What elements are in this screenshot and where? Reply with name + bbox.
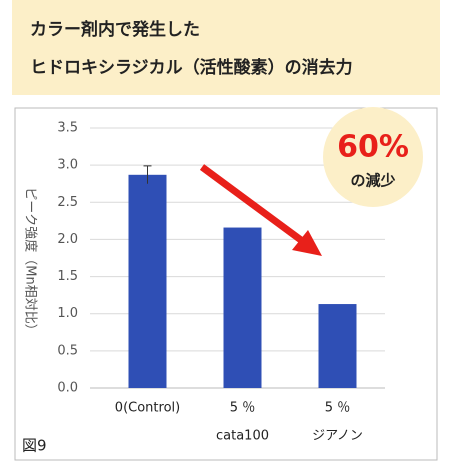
badge-subtext: の減少 xyxy=(350,172,395,190)
y-tick-label: 3.5 xyxy=(57,121,78,136)
bar xyxy=(128,174,167,388)
x-tick-label: ジアノン xyxy=(312,429,363,444)
y-tick-label: 2.0 xyxy=(57,232,78,247)
x-tick-label: 5 ％ xyxy=(325,401,350,416)
x-tick-label: 5 ％ xyxy=(230,401,255,416)
badge-value: 60% xyxy=(337,130,409,165)
chart-frame xyxy=(14,107,438,461)
chart-title: カラー剤内で発生した xyxy=(30,19,200,40)
x-tick-label: cata100 xyxy=(216,429,269,444)
y-tick-label: 3.0 xyxy=(57,158,78,173)
header-panel xyxy=(12,0,440,95)
figure-label: 図9 xyxy=(22,437,47,455)
y-tick-label: 0.5 xyxy=(57,343,78,358)
trend-arrow xyxy=(199,164,308,246)
bar xyxy=(223,227,262,388)
y-tick-label: 1.0 xyxy=(57,306,78,321)
chart-title: ヒドロキシラジカル（活性酸素）の消去力 xyxy=(30,57,353,78)
y-tick-label: 0.0 xyxy=(57,381,78,396)
y-tick-label: 1.5 xyxy=(57,269,78,284)
trend-arrowhead xyxy=(292,230,322,256)
y-axis-label: ピーク強度（Mn相対比） xyxy=(23,187,39,336)
badge xyxy=(323,107,423,207)
bar xyxy=(318,304,357,388)
x-tick-label: 0(Control) xyxy=(115,401,180,416)
y-tick-label: 2.5 xyxy=(57,195,78,210)
